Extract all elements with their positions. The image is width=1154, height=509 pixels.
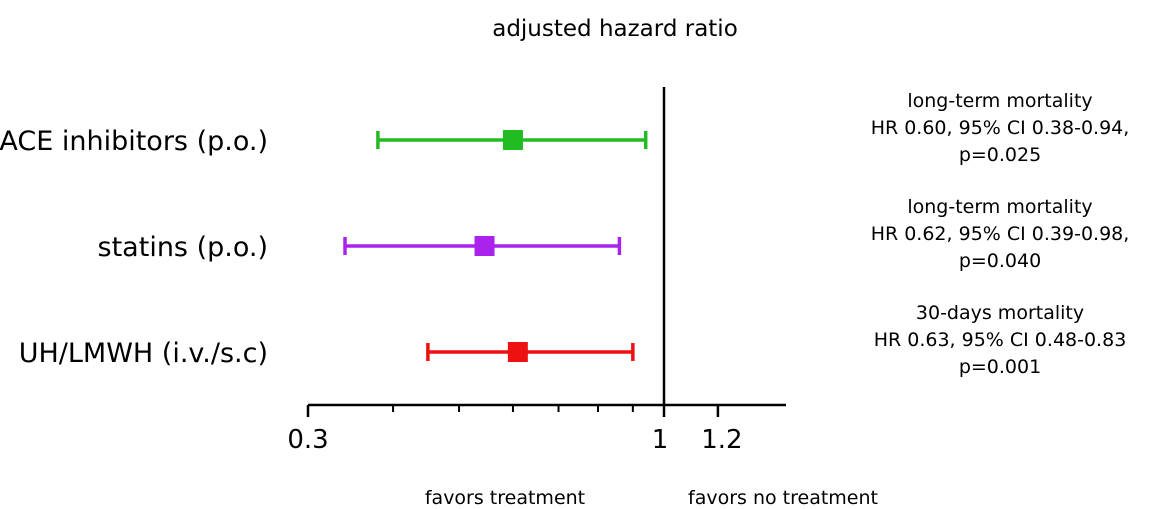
hr-point-marker xyxy=(502,130,523,150)
x-tick-label: 1 xyxy=(652,425,669,455)
annotation-line: long-term mortality xyxy=(907,90,1092,112)
row-label: statins (p.o.) xyxy=(98,232,268,263)
row-label: ACE inhibitors (p.o.) xyxy=(0,126,268,157)
annotation-line: p=0.001 xyxy=(959,356,1041,378)
annotation-line: long-term mortality xyxy=(907,196,1092,218)
hr-point-marker xyxy=(474,236,495,256)
annotation-line: HR 0.63, 95% CI 0.48-0.83 xyxy=(874,329,1127,351)
row-label: UH/LMWH (i.v./s.c) xyxy=(19,338,268,369)
forest-row: UH/LMWH (i.v./s.c) 30-days mortality HR 0.… xyxy=(19,302,1127,378)
annotation-line: p=0.040 xyxy=(959,250,1041,272)
x-tick-label: 1.2 xyxy=(701,425,742,455)
row-annotation: long-term mortality HR 0.62, 95% CI 0.39-… xyxy=(871,196,1130,272)
annotation-line: 30-days mortality xyxy=(916,302,1084,324)
annotation-line: HR 0.62, 95% CI 0.39-0.98, xyxy=(871,223,1130,245)
rows: ACE inhibitors (p.o.) long-term mortality… xyxy=(0,90,1129,378)
favors-left-label: favors treatment xyxy=(425,487,585,509)
favors-right-label: favors no treatment xyxy=(688,487,878,509)
annotation-line: p=0.025 xyxy=(959,144,1041,166)
row-annotation: 30-days mortality HR 0.63, 95% CI 0.48-0.… xyxy=(874,302,1127,378)
row-annotation: long-term mortality HR 0.60, 95% CI 0.38-… xyxy=(871,90,1130,166)
forest-row: ACE inhibitors (p.o.) long-term mortality… xyxy=(0,90,1129,166)
chart-title: adjusted hazard ratio xyxy=(492,16,738,42)
annotation-line: HR 0.60, 95% CI 0.38-0.94, xyxy=(871,117,1130,139)
x-tick-label: 0.3 xyxy=(287,425,328,455)
forest-row: statins (p.o.) long-term mortality HR 0.62… xyxy=(98,196,1130,272)
x-axis: 0.3 1 1.2 xyxy=(287,87,786,455)
hr-point-marker xyxy=(507,342,528,362)
